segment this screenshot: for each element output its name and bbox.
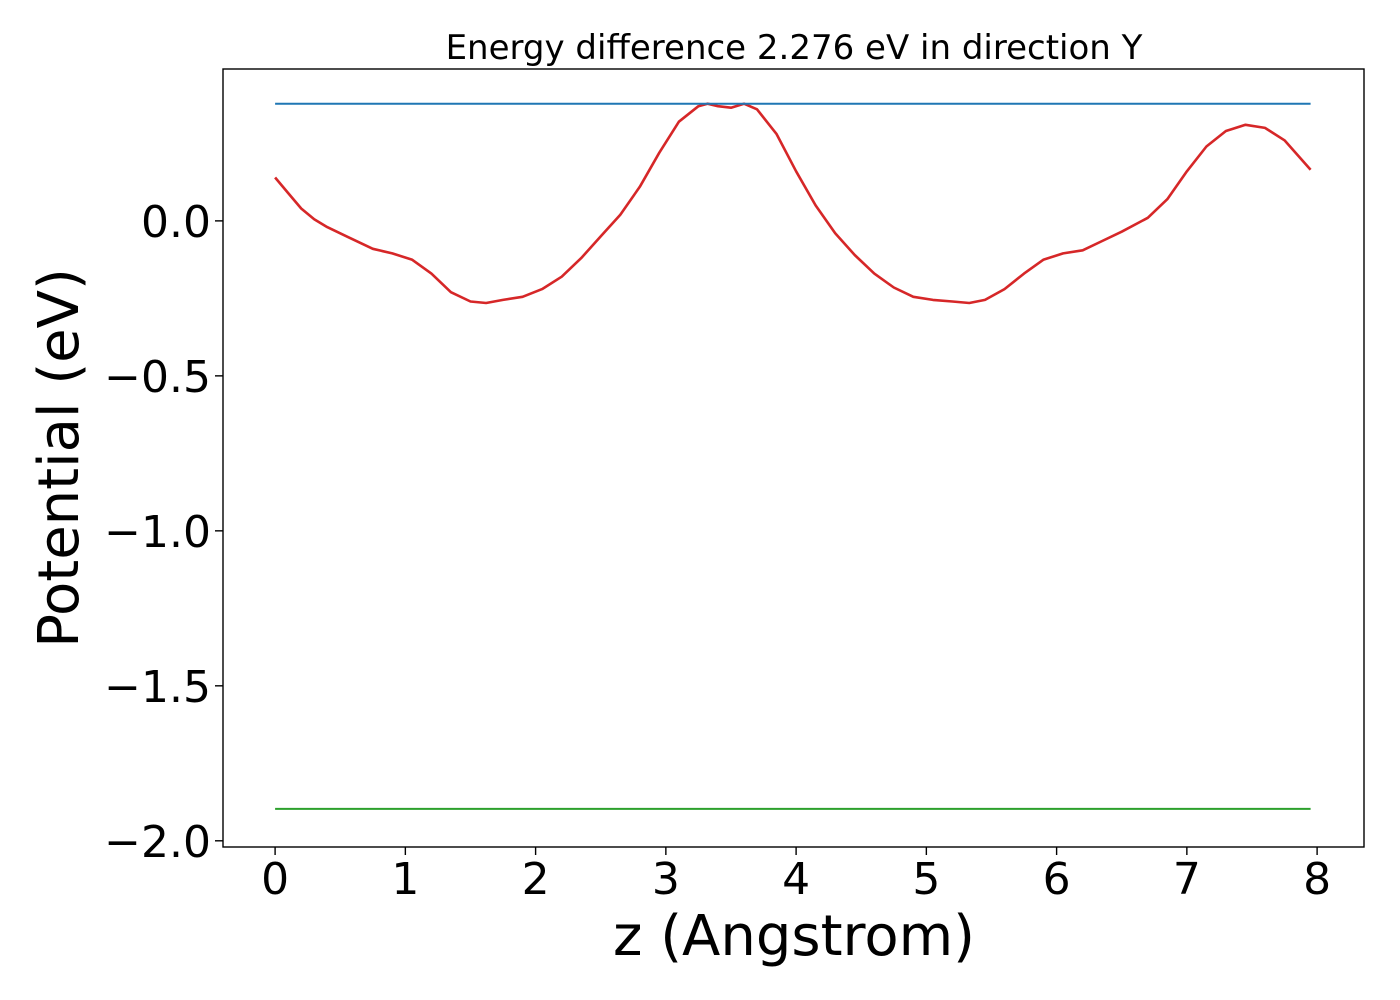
y-tick-label: −0.5 (104, 352, 211, 403)
x-tick-label: 6 (1043, 854, 1071, 905)
x-tick-label: 3 (652, 854, 680, 905)
x-tick-label: 7 (1173, 854, 1201, 905)
y-tick-label: 0.0 (141, 197, 211, 248)
y-axis-ticks: 0.0 −0.5 −1.0 −1.5 −2.0 (104, 197, 223, 868)
x-tick-label: 2 (522, 854, 550, 905)
x-tick-label: 0 (261, 854, 289, 905)
x-tick-label: 8 (1303, 854, 1331, 905)
x-tick-label: 1 (391, 854, 419, 905)
x-axis-ticks: 0 1 2 3 4 5 6 7 8 (261, 847, 1331, 905)
x-tick-label: 5 (912, 854, 940, 905)
x-tick-label: 4 (782, 854, 810, 905)
x-axis-label: z (Angstrom) (613, 904, 975, 969)
axes-frame (222, 68, 1365, 848)
y-tick-label: −1.5 (104, 662, 211, 713)
y-tick-label: −1.0 (104, 507, 211, 558)
chart-title: Energy difference 2.276 eV in direction … (446, 28, 1143, 68)
plot-area (274, 102, 1312, 810)
y-tick-label: −2.0 (104, 817, 211, 868)
potential-curve (274, 102, 1312, 305)
y-axis-label: Potential (eV) (27, 268, 92, 648)
